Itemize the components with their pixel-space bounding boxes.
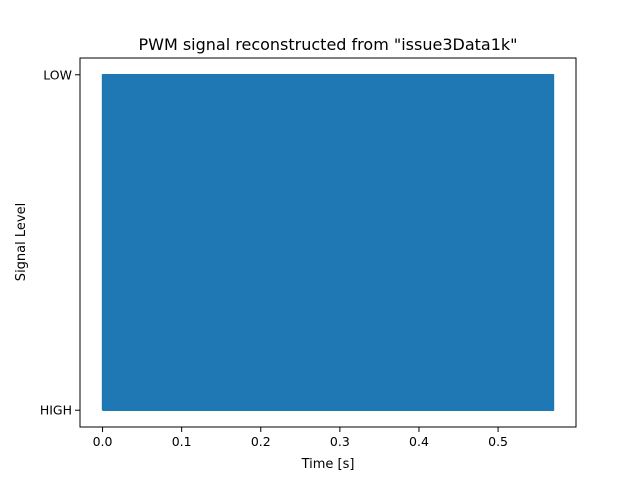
x-tick-label: 0.4 [409, 434, 429, 449]
pwm-series-line [101, 74, 555, 411]
x-tick-label: 0.0 [93, 434, 113, 449]
x-tick-label: 0.3 [330, 434, 350, 449]
chart-title: PWM signal reconstructed from "issue3Dat… [138, 35, 517, 54]
y-axis-label: Signal Level [14, 203, 29, 281]
y-tick-label: HIGH [40, 403, 72, 418]
x-tick-label: 0.2 [251, 434, 271, 449]
x-axis-ticks: 0.0 0.1 0.2 0.3 0.4 0.5 [93, 427, 508, 449]
pwm-series-band [102, 74, 554, 411]
x-tick-label: 0.5 [488, 434, 508, 449]
axes-frame [79, 57, 577, 428]
x-axis-label: Time [s] [301, 457, 355, 472]
y-axis-ticks: HIGH LOW [40, 67, 80, 418]
y-tick-label: LOW [43, 67, 72, 82]
x-tick-label: 0.1 [172, 434, 192, 449]
series-layer [101, 74, 555, 411]
